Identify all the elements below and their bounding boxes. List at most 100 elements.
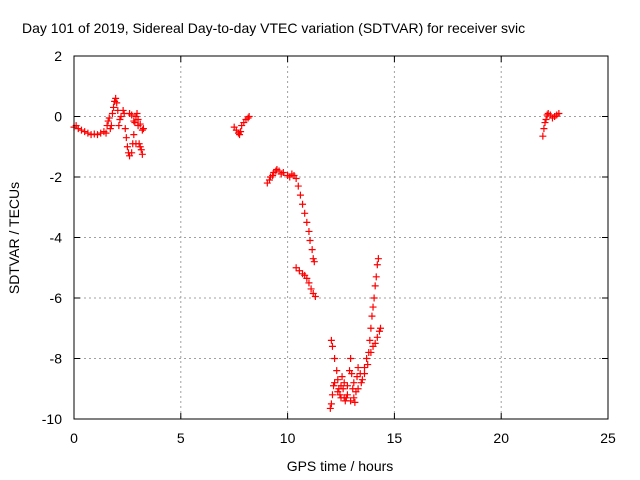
data-point [371, 339, 379, 347]
data-point [137, 146, 145, 154]
data-point [130, 117, 138, 125]
data-point [348, 370, 356, 378]
data-point [305, 279, 313, 287]
data-point [308, 246, 316, 254]
data-point [131, 119, 139, 127]
data-point [134, 116, 142, 124]
x-tick-label: 15 [387, 430, 403, 446]
plot-frame [73, 55, 609, 420]
data-point [339, 385, 347, 393]
data-point [363, 355, 371, 362]
data-point [539, 132, 547, 140]
data-point [110, 103, 118, 111]
data-point [102, 129, 110, 137]
series-segment-1 [70, 94, 147, 160]
data-point [138, 126, 146, 134]
data-point [292, 175, 300, 183]
x-tick-label: 25 [600, 430, 616, 446]
data-point [299, 200, 307, 208]
data-point [310, 258, 318, 266]
data-point [93, 131, 101, 139]
grid-layer [74, 56, 608, 419]
y-tick-label: -4 [50, 230, 63, 246]
data-point [371, 282, 379, 290]
data-point [303, 218, 311, 226]
x-tick-label: 5 [177, 430, 185, 446]
data-point [296, 191, 304, 199]
data-point [244, 114, 252, 122]
data-point [132, 140, 140, 148]
data-point [338, 373, 346, 381]
data-point [265, 176, 273, 184]
data-point [139, 125, 147, 133]
data-point [330, 382, 338, 390]
data-point [366, 336, 374, 344]
data-point [343, 391, 351, 399]
x-axis-label: GPS time / hours [287, 458, 394, 474]
data-point [347, 397, 355, 405]
data-point [279, 168, 287, 176]
data-point [245, 113, 253, 120]
data-point [84, 129, 92, 137]
data-point [369, 303, 377, 311]
data-point [305, 227, 313, 235]
data-point [309, 255, 317, 263]
data-point [136, 120, 144, 128]
data-point [358, 376, 366, 384]
data-point [81, 128, 89, 136]
y-tick-label: -8 [50, 351, 63, 367]
data-point [117, 113, 125, 120]
data-point [104, 117, 112, 125]
data-point [350, 379, 358, 387]
data-point [367, 348, 375, 356]
data-point [295, 267, 303, 275]
y-tick-label: -10 [42, 411, 62, 427]
data-point [306, 237, 314, 245]
chart-title: Day 101 of 2019, Sidereal Day-to-day VTE… [22, 20, 525, 36]
data-point [327, 336, 335, 344]
data-point [128, 149, 136, 157]
data-point [269, 171, 277, 179]
data-point [112, 94, 120, 102]
data-point [122, 134, 130, 142]
data-point [354, 364, 362, 372]
data-point [87, 131, 95, 139]
data-point [128, 111, 136, 119]
data-point [331, 355, 339, 362]
series-segment-5 [539, 109, 563, 140]
data-point [364, 361, 372, 369]
data-point [294, 182, 302, 190]
data-point [373, 333, 381, 341]
y-tick-label: 0 [54, 109, 62, 125]
data-point [123, 143, 131, 151]
data-point [373, 261, 381, 269]
data-point [333, 367, 341, 375]
data-point [90, 130, 98, 138]
data-point [326, 404, 334, 412]
series-segment-3 [263, 165, 319, 300]
data-point [119, 106, 127, 114]
data-point [540, 125, 548, 133]
series-segment-2 [230, 113, 253, 139]
data-point [541, 119, 549, 127]
data-point [328, 342, 336, 350]
data-point [292, 264, 300, 272]
x-tick-label: 10 [280, 430, 296, 446]
data-point [347, 355, 355, 362]
data-point [370, 294, 378, 302]
data-point [331, 379, 339, 387]
data-point [77, 126, 85, 134]
data-point [375, 327, 383, 335]
data-point [105, 114, 113, 122]
data-point [237, 128, 245, 136]
data-point [351, 398, 359, 406]
data-point [108, 109, 116, 117]
data-point [303, 274, 311, 282]
x-tick-label: 20 [493, 430, 509, 446]
data-point [340, 379, 348, 387]
data-point [115, 122, 123, 130]
data-point [555, 109, 563, 117]
data-point [360, 364, 368, 372]
data-point [106, 125, 114, 133]
